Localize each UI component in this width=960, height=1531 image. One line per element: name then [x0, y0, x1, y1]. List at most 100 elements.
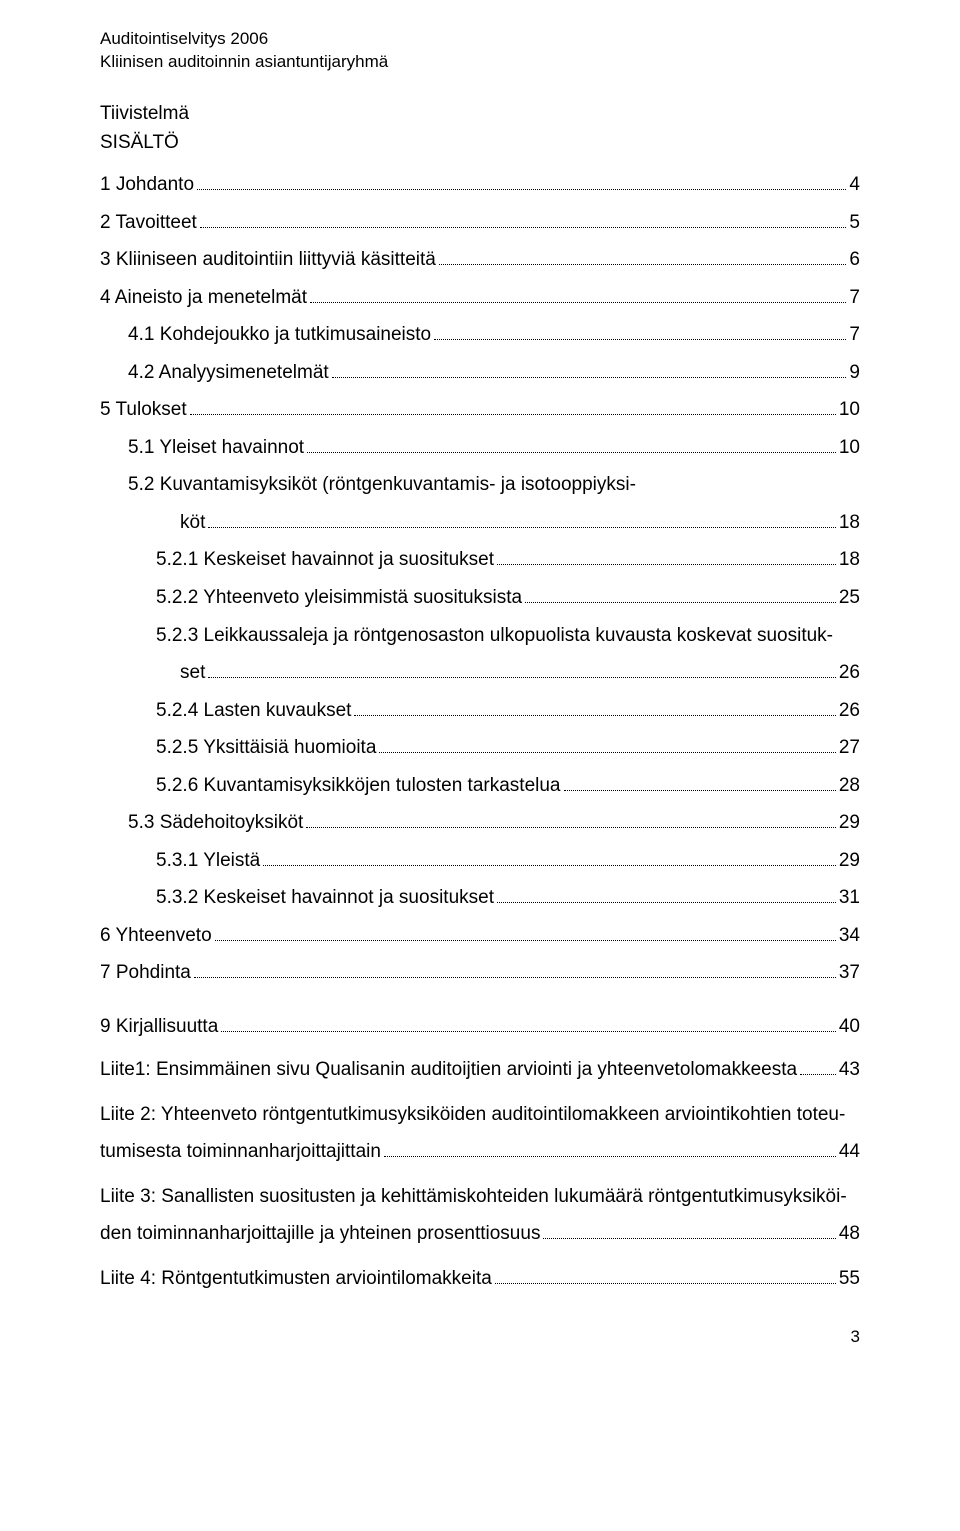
- section-title-tiivistelma: Tiivistelmä: [100, 100, 860, 128]
- toc-page: 5: [849, 209, 860, 237]
- toc-page: 18: [839, 509, 860, 537]
- appendix-page: 43: [839, 1051, 860, 1088]
- toc-row: köt 18: [100, 509, 860, 537]
- toc-page: 26: [839, 659, 860, 687]
- toc-label: 7 Pohdinta: [100, 959, 191, 987]
- toc-page: 28: [839, 772, 860, 800]
- toc-row: set 26: [100, 659, 860, 687]
- toc-leader-dots: [497, 564, 836, 565]
- appendix-line-4: Liite 4: Röntgentutkimusten arviointilom…: [100, 1260, 860, 1297]
- toc-row: 5.2.2 Yhteenveto yleisimmistä suosituksi…: [100, 584, 860, 612]
- toc-leader-dots: [215, 940, 836, 941]
- toc-label: 6 Yhteenveto: [100, 922, 212, 950]
- toc-row: 4.2 Analyysimenetelmät 9: [100, 359, 860, 387]
- toc-leader-dots: [379, 752, 835, 753]
- toc-page: 18: [839, 546, 860, 574]
- toc-label: set: [180, 659, 205, 687]
- toc-leader-dots: [221, 1031, 836, 1032]
- toc-page: 10: [839, 434, 860, 462]
- doc-header-line-2: Kliinisen auditoinnin asiantuntijaryhmä: [100, 51, 860, 74]
- appendix-line-2: Liite 2: Yhteenveto röntgentutkimusyksik…: [100, 1096, 860, 1170]
- toc-row: 5.2.6 Kuvantamisyksikköjen tulosten tark…: [100, 772, 860, 800]
- toc-leader-dots: [434, 339, 846, 340]
- toc-leader-dots: [208, 527, 836, 528]
- toc-leader-dots: [384, 1156, 836, 1157]
- toc-leader-dots: [543, 1238, 835, 1239]
- toc-page: 34: [839, 922, 860, 950]
- appendix-page: 48: [839, 1215, 860, 1252]
- toc-leader-dots: [306, 827, 836, 828]
- toc-label: 4.2 Analyysimenetelmät: [128, 359, 329, 387]
- toc-label: 5.2.1 Keskeiset havainnot ja suositukset: [156, 546, 494, 574]
- toc-row: 5.2.3 Leikkaussaleja ja röntgenosaston u…: [100, 622, 860, 650]
- toc-page: 6: [849, 246, 860, 274]
- doc-header-line-1: Auditointiselvitys 2006: [100, 28, 860, 51]
- toc-label: 5.3 Sädehoitoyksiköt: [128, 809, 303, 837]
- toc-label: 4.1 Kohdejoukko ja tutkimusaineisto: [128, 321, 431, 349]
- toc-page: 29: [839, 847, 860, 875]
- appendix-page: 55: [839, 1260, 860, 1297]
- toc-leader-dots: [200, 227, 847, 228]
- toc-page: 31: [839, 884, 860, 912]
- toc-page: 7: [849, 321, 860, 349]
- toc-label: 5.2.3 Leikkaussaleja ja röntgenosaston u…: [156, 622, 833, 650]
- toc-leader-dots: [194, 977, 836, 978]
- toc-label: 1 Johdanto: [100, 171, 194, 199]
- toc-row: 3 Kliiniseen auditointiin liittyviä käsi…: [100, 246, 860, 274]
- toc-row: 5.3.2 Keskeiset havainnot ja suositukset…: [100, 884, 860, 912]
- toc-row: 5.1 Yleiset havainnot 10: [100, 434, 860, 462]
- toc-row: 5.2.5 Yksittäisiä huomioita 27: [100, 734, 860, 762]
- toc-page: 26: [839, 697, 860, 725]
- toc-row: 5.3.1 Yleistä 29: [100, 847, 860, 875]
- toc-leader-dots: [525, 602, 836, 603]
- toc-page: 7: [849, 284, 860, 312]
- toc-page: 10: [839, 396, 860, 424]
- toc-leader-dots: [197, 189, 846, 190]
- toc-label: 5.2 Kuvantamisyksiköt (röntgenkuvantamis…: [128, 471, 636, 499]
- toc-page: 37: [839, 959, 860, 987]
- toc-row: 4 Aineisto ja menetelmät 7: [100, 284, 860, 312]
- table-of-contents: 1 Johdanto 4 2 Tavoitteet 5 3 Kliiniseen…: [100, 171, 860, 1041]
- toc-page: 29: [839, 809, 860, 837]
- appendix-text: Liite 4: Röntgentutkimusten arviointilom…: [100, 1260, 492, 1297]
- appendix-text: Liite 2: Yhteenveto röntgentutkimusyksik…: [100, 1096, 845, 1133]
- toc-label: 5.3.2 Keskeiset havainnot ja suositukset: [156, 884, 494, 912]
- toc-leader-dots: [190, 414, 836, 415]
- toc-row: 5 Tulokset 10: [100, 396, 860, 424]
- appendix-line-3: Liite 3: Sanallisten suositusten ja kehi…: [100, 1178, 860, 1252]
- toc-leader-dots: [332, 377, 847, 378]
- toc-page: 25: [839, 584, 860, 612]
- appendix-text: den toiminnanharjoittajille ja yhteinen …: [100, 1215, 540, 1252]
- toc-leader-dots: [800, 1074, 836, 1075]
- toc-leader-dots: [497, 902, 836, 903]
- toc-label: 5.1 Yleiset havainnot: [128, 434, 304, 462]
- appendix-text: Liite 3: Sanallisten suositusten ja kehi…: [100, 1178, 847, 1215]
- toc-label: 5.3.1 Yleistä: [156, 847, 260, 875]
- toc-label: 5.2.5 Yksittäisiä huomioita: [156, 734, 376, 762]
- toc-label: 5.2.2 Yhteenveto yleisimmistä suosituksi…: [156, 584, 522, 612]
- toc-page: 4: [849, 171, 860, 199]
- appendix-text: Liite1: Ensimmäinen sivu Qualisanin audi…: [100, 1051, 797, 1088]
- toc-leader-dots: [495, 1283, 836, 1284]
- toc-label: köt: [180, 509, 205, 537]
- toc-row: 2 Tavoitteet 5: [100, 209, 860, 237]
- toc-leader-dots: [307, 452, 836, 453]
- page-number: 3: [100, 1325, 860, 1350]
- toc-row: 7 Pohdinta 37: [100, 959, 860, 987]
- toc-row: 1 Johdanto 4: [100, 171, 860, 199]
- toc-leader-dots: [564, 790, 836, 791]
- toc-label: 5 Tulokset: [100, 396, 187, 424]
- toc-label: 5.2.6 Kuvantamisyksikköjen tulosten tark…: [156, 772, 561, 800]
- toc-leader-dots: [208, 677, 836, 678]
- toc-leader-dots: [354, 715, 835, 716]
- toc-row: 6 Yhteenveto 34: [100, 922, 860, 950]
- toc-row: 5.2.1 Keskeiset havainnot ja suositukset…: [100, 546, 860, 574]
- toc-leader-dots: [263, 865, 836, 866]
- toc-page: 40: [839, 1013, 860, 1041]
- appendix-page: 44: [839, 1133, 860, 1170]
- toc-row: 5.3 Sädehoitoyksiköt 29: [100, 809, 860, 837]
- appendix-text: tumisesta toiminnanharjoittajittain: [100, 1133, 381, 1170]
- toc-label: 9 Kirjallisuutta: [100, 1013, 218, 1041]
- toc-page: 9: [849, 359, 860, 387]
- toc-label: 3 Kliiniseen auditointiin liittyviä käsi…: [100, 246, 436, 274]
